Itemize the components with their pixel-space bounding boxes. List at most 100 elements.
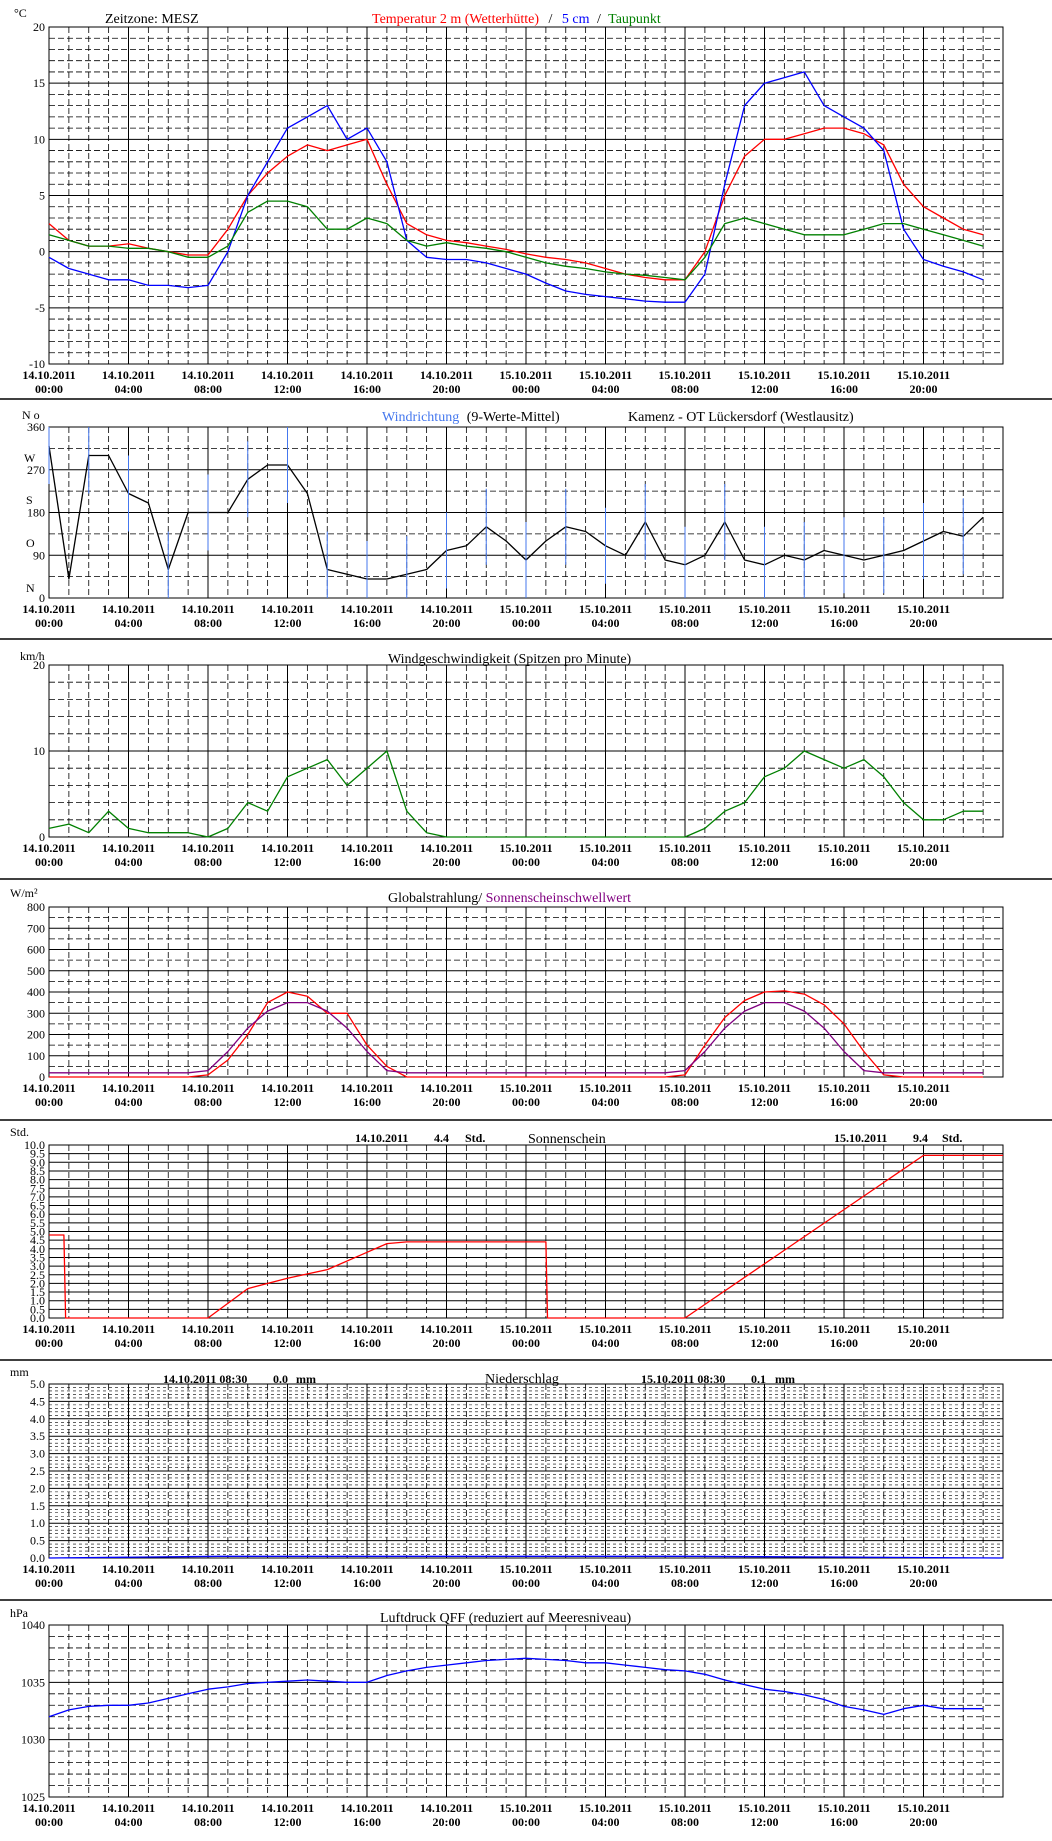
y-tick-label: 4.5 <box>30 1394 45 1408</box>
x-tick-date: 14.10.2011 <box>340 602 393 616</box>
y-tick-label: 15 <box>33 76 45 90</box>
x-tick-time: 04:00 <box>592 616 620 630</box>
y-tick-label: 0 <box>39 245 45 259</box>
x-tick-date: 15.10.2011 <box>738 1562 791 1576</box>
y-tick-label: 4.0 <box>30 1412 45 1426</box>
x-tick-time: 04:00 <box>592 382 620 396</box>
x-tick-date: 15.10.2011 <box>658 368 711 382</box>
x-tick-date: 15.10.2011 <box>579 1322 632 1336</box>
y-tick-label: 400 <box>27 985 45 999</box>
series-rain <box>48 1555 1004 1559</box>
y-tick-label: 8.0 <box>30 1173 45 1187</box>
y-tick-label: 10.0 <box>24 1138 45 1152</box>
x-tick-time: 12:00 <box>751 855 779 869</box>
precip-title: Niederschlag <box>485 1372 559 1387</box>
x-tick-time: 08:00 <box>194 382 222 396</box>
x-tick-date: 14.10.2011 <box>420 841 473 855</box>
x-tick-time: 08:00 <box>194 1336 222 1350</box>
x-tick-date: 14.10.2011 <box>22 1801 75 1815</box>
x-tick-date: 14.10.2011 <box>181 602 234 616</box>
x-tick-date: 15.10.2011 <box>738 1081 791 1095</box>
x-tick-time: 12:00 <box>274 1576 302 1590</box>
x-tick-time: 00:00 <box>35 1336 63 1350</box>
x-tick-time: 12:00 <box>751 1815 779 1829</box>
y-tick-label: 4.5 <box>30 1233 45 1247</box>
x-tick-time: 00:00 <box>35 1576 63 1590</box>
x-tick-time: 20:00 <box>910 1336 938 1350</box>
x-tick-date: 14.10.2011 <box>261 602 314 616</box>
x-tick-date: 14.10.2011 <box>261 1562 314 1576</box>
x-tick-time: 16:00 <box>830 1336 858 1350</box>
x-tick-time: 20:00 <box>433 1576 461 1590</box>
panel-6: 0.0 0.5 1.0 1.5 2.0 2.5 3.0 3.5 4.0 4.5 5.0 14.10.2… <box>0 1377 1052 1601</box>
x-tick-time: 12:00 <box>751 616 779 630</box>
x-tick-time: 08:00 <box>194 1095 222 1109</box>
x-tick-date: 14.10.2011 <box>181 1322 234 1336</box>
x-tick-time: 08:00 <box>194 1815 222 1829</box>
x-tick-date: 14.10.2011 <box>420 1081 473 1095</box>
x-tick-time: 00:00 <box>35 616 63 630</box>
y-tick-label: 3.0 <box>30 1259 45 1273</box>
x-tick-date: 15.10.2011 <box>817 602 870 616</box>
x-tick-time: 20:00 <box>910 616 938 630</box>
x-tick-date: 14.10.2011 <box>102 368 155 382</box>
x-tick-date: 15.10.2011 <box>738 1801 791 1815</box>
y-tick-label: 2.5 <box>30 1268 45 1282</box>
x-tick-time: 00:00 <box>35 1815 63 1829</box>
sunshine-day2-unit: Std. <box>942 1131 962 1145</box>
x-tick-time: 16:00 <box>353 855 381 869</box>
winddir-left-w: W <box>24 451 36 465</box>
x-tick-time: 00:00 <box>512 616 540 630</box>
x-tick-date: 15.10.2011 <box>579 841 632 855</box>
y-tick-label: 0 <box>39 830 45 844</box>
x-tick-date: 15.10.2011 <box>897 1322 950 1336</box>
x-tick-time: 16:00 <box>830 1095 858 1109</box>
x-tick-time: 20:00 <box>433 1815 461 1829</box>
y-tick-label: 5.0 <box>30 1377 45 1391</box>
x-tick-time: 12:00 <box>274 855 302 869</box>
x-tick-date: 15.10.2011 <box>658 1081 711 1095</box>
y-tick-label: 1.5 <box>30 1499 45 1513</box>
x-tick-date: 15.10.2011 <box>897 1081 950 1095</box>
x-tick-time: 20:00 <box>910 855 938 869</box>
x-tick-date: 14.10.2011 <box>181 841 234 855</box>
x-tick-date: 15.10.2011 <box>897 1562 950 1576</box>
y-tick-label: 0.0 <box>30 1311 45 1325</box>
x-tick-time: 04:00 <box>592 1815 620 1829</box>
x-tick-time: 08:00 <box>194 855 222 869</box>
y-tick-label: 9.0 <box>30 1155 45 1169</box>
y-tick-label: 2.5 <box>30 1464 45 1478</box>
x-tick-time: 12:00 <box>751 1336 779 1350</box>
y-tick-label: 700 <box>27 921 45 935</box>
y-tick-label: 0 <box>39 1070 45 1084</box>
y-tick-label: 300 <box>27 1006 45 1020</box>
x-tick-date: 15.10.2011 <box>738 1322 791 1336</box>
x-tick-date: 14.10.2011 <box>102 1562 155 1576</box>
x-tick-date: 15.10.2011 <box>897 368 950 382</box>
station-name: Kamenz - OT Lückersdorf (Westlausitz) <box>628 410 854 425</box>
x-tick-time: 16:00 <box>353 616 381 630</box>
series-mean <box>48 445 984 580</box>
x-tick-date: 14.10.2011 <box>102 841 155 855</box>
x-tick-date: 14.10.2011 <box>181 1801 234 1815</box>
y-tick-label: 600 <box>27 943 45 957</box>
x-tick-date: 15.10.2011 <box>817 1322 870 1336</box>
x-tick-time: 16:00 <box>353 382 381 396</box>
y-tick-label: 1035 <box>21 1675 45 1689</box>
x-tick-time: 00:00 <box>35 382 63 396</box>
x-tick-date: 15.10.2011 <box>579 602 632 616</box>
x-tick-time: 12:00 <box>751 1095 779 1109</box>
x-tick-date: 15.10.2011 <box>499 1322 552 1336</box>
x-tick-time: 00:00 <box>512 1576 540 1590</box>
x-tick-date: 15.10.2011 <box>658 841 711 855</box>
windspeed-unit: km/h <box>20 649 45 663</box>
series-t5cm <box>48 71 984 303</box>
x-tick-date: 14.10.2011 <box>181 1081 234 1095</box>
x-tick-date: 15.10.2011 <box>658 1562 711 1576</box>
x-tick-time: 12:00 <box>274 1336 302 1350</box>
y-tick-label: 2.0 <box>30 1276 45 1290</box>
y-tick-label: -5 <box>35 301 45 315</box>
x-tick-time: 08:00 <box>194 616 222 630</box>
y-tick-label: 0.5 <box>30 1534 45 1548</box>
